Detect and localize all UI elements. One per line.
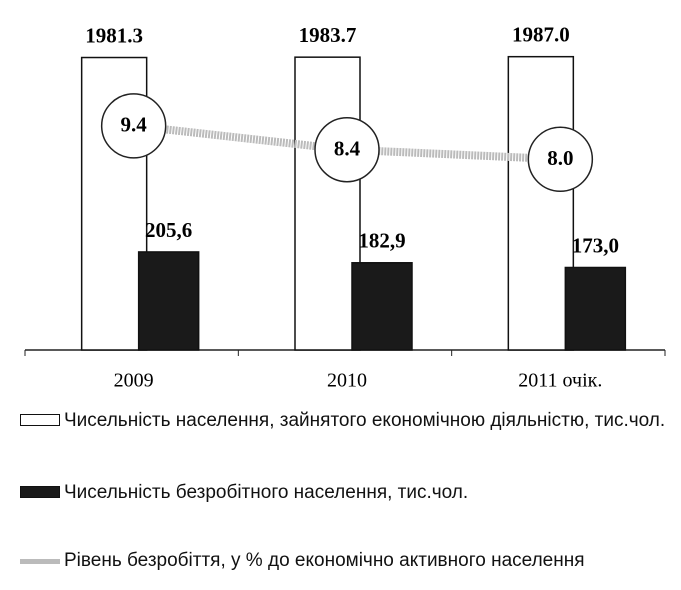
legend-swatch xyxy=(20,414,60,426)
data-label: 8.4 xyxy=(334,137,361,161)
data-label: 9.4 xyxy=(121,113,148,137)
legend-swatch xyxy=(20,559,60,564)
line-marker xyxy=(100,93,167,159)
legend-swatch xyxy=(20,486,60,498)
legend-item: Рівень безробіття, у % до економічно акт… xyxy=(20,548,674,574)
bar xyxy=(294,56,361,351)
data-label: 1987.0 xyxy=(512,22,570,46)
data-label: 173,0 xyxy=(572,233,619,257)
legend-label: Рівень безробіття, у % до економічно акт… xyxy=(64,550,585,571)
data-label: 182,9 xyxy=(358,229,405,253)
x-tick-label: 2010 xyxy=(327,370,367,392)
bar xyxy=(351,262,413,351)
bar xyxy=(507,55,575,351)
legend-item: Чисельність безробітного населення, тис.… xyxy=(20,480,674,506)
legend-label: Чисельність безробітного населення, тис.… xyxy=(64,482,469,503)
data-label: 205,6 xyxy=(145,218,192,242)
legend-item: Чисельність населення, зайнятого економі… xyxy=(20,408,674,434)
bar xyxy=(137,251,200,351)
data-label: 8.0 xyxy=(547,146,573,170)
data-label: 1983.7 xyxy=(299,23,357,47)
line-marker xyxy=(527,126,594,192)
x-tick-label: 2009 xyxy=(114,370,154,392)
data-label: 1981.3 xyxy=(85,23,143,47)
line-marker xyxy=(314,116,380,183)
chart: 2009 2010 2011 очік. 1981.3 1983.7 1987.0 205,… xyxy=(24,22,666,392)
bar xyxy=(564,266,627,351)
x-tick-label: 2011 очік. xyxy=(518,370,602,392)
legend-label: Чисельність населення, зайнятого економі… xyxy=(64,410,666,431)
